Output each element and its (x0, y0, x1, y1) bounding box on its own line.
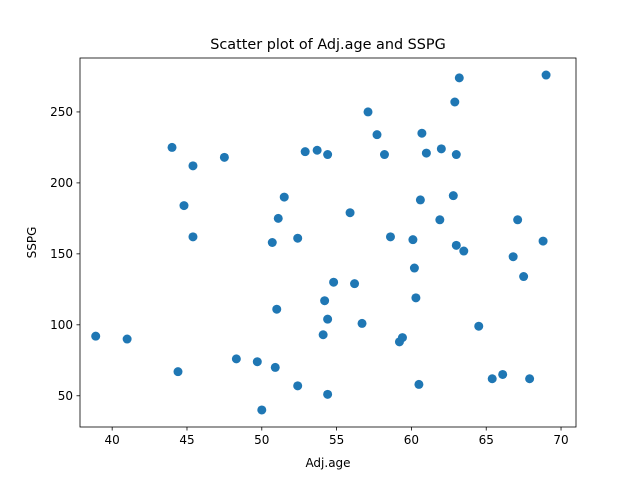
x-tick-label: 40 (105, 433, 120, 447)
scatter-point (350, 279, 360, 289)
scatter-point (408, 235, 418, 245)
plot-frame (79, 57, 577, 428)
scatter-point (179, 201, 189, 211)
scatter-point (270, 362, 280, 372)
scatter-point (372, 130, 382, 140)
scatter-point (188, 232, 198, 242)
scatter-point (219, 152, 229, 162)
scatter-point (415, 195, 425, 205)
scatter-point (451, 240, 461, 250)
points-layer (91, 70, 551, 415)
y-tick-label: 50 (58, 389, 73, 403)
y-tick-label: 100 (50, 318, 73, 332)
scatter-point (450, 97, 460, 107)
x-tick-label: 45 (179, 433, 194, 447)
scatter-point (525, 374, 535, 384)
scatter-point (363, 107, 373, 117)
scatter-point (188, 161, 198, 171)
scatter-point (357, 318, 367, 328)
scatter-point (519, 272, 529, 282)
y-tick-label: 200 (50, 176, 73, 190)
ticks-layer: 40 45 50 55 60 65 70 50 100 150 200 250 (50, 105, 569, 447)
scatter-point (414, 379, 424, 389)
scatter-point (538, 236, 548, 246)
scatter-point (252, 357, 262, 367)
x-tick-label: 60 (404, 433, 419, 447)
scatter-point (421, 148, 431, 158)
chart-title: Scatter plot of Adj.age and SSPG (210, 37, 446, 53)
scatter-point (91, 331, 101, 341)
scatter-point (379, 150, 389, 160)
scatter-point (454, 73, 464, 83)
scatter-point (267, 238, 277, 247)
x-tick-label: 55 (329, 433, 344, 447)
scatter-point (318, 330, 328, 340)
scatter-point (122, 334, 132, 344)
scatter-point (293, 233, 303, 243)
scatter-point (436, 144, 446, 154)
scatter-point (329, 277, 339, 287)
scatter-point (417, 128, 427, 138)
scatter-point (272, 304, 282, 314)
scatter-point (293, 381, 303, 391)
scatter-point (459, 246, 469, 256)
x-tick-label: 50 (254, 433, 269, 447)
scatter-point (513, 215, 523, 225)
scatter-point (257, 405, 267, 415)
y-tick-label: 250 (50, 105, 73, 119)
scatter-point (448, 191, 458, 201)
scatter-point (273, 213, 283, 223)
scatter-point (323, 389, 333, 399)
scatter-point (323, 314, 333, 324)
y-axis-label: SSPG (25, 227, 39, 259)
scatter-point (508, 252, 518, 262)
scatter-point (312, 145, 322, 155)
scatter-point (173, 367, 183, 377)
scatter-point (474, 321, 484, 331)
scatter-point (451, 150, 461, 160)
scatter-point (300, 147, 310, 157)
scatter-point (409, 263, 419, 273)
scatter-point (541, 70, 551, 80)
scatter-point (487, 374, 497, 384)
scatter-point (397, 333, 407, 343)
scatter-point (345, 208, 355, 218)
x-axis-label: Adj.age (305, 456, 350, 470)
x-tick-label: 65 (479, 433, 494, 447)
scatter-point (385, 232, 395, 242)
x-tick-label: 70 (553, 433, 568, 447)
scatter-point (435, 215, 445, 225)
scatter-point (320, 296, 330, 306)
scatter-point (231, 354, 241, 364)
y-tick-label: 150 (50, 247, 73, 261)
scatter-point (498, 369, 508, 379)
scatter-point (323, 150, 333, 160)
scatter-point (411, 293, 421, 303)
scatter-point (167, 142, 177, 152)
scatter-point (279, 192, 289, 202)
